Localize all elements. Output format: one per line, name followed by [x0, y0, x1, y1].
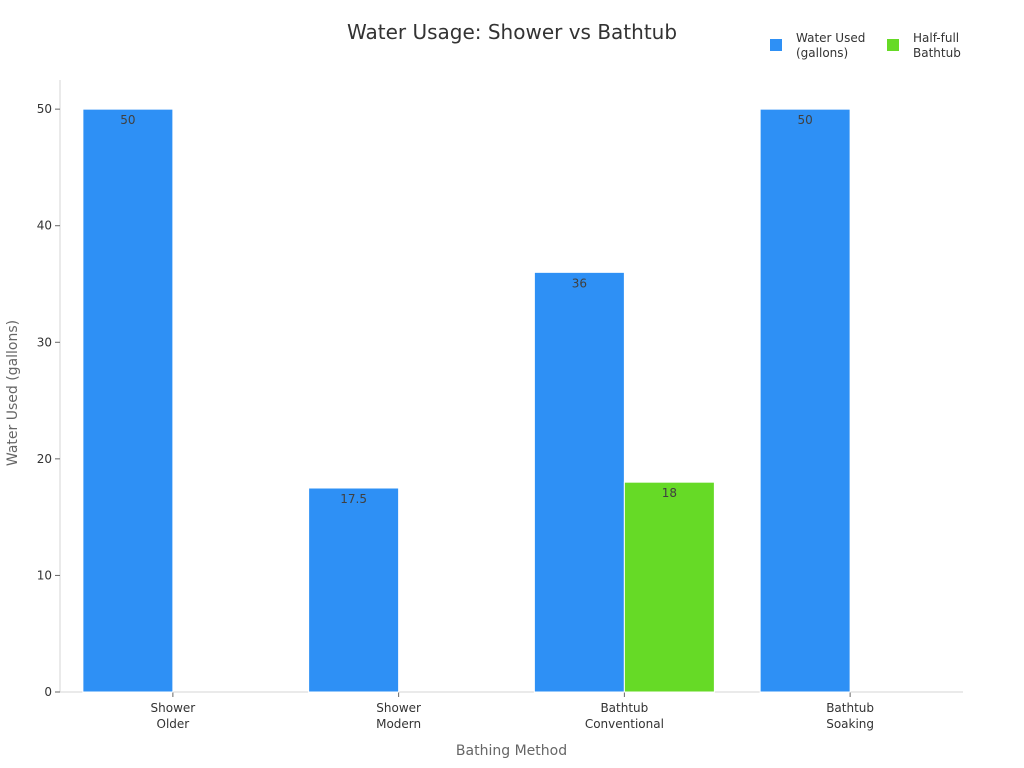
legend-swatch-half-full-bathtub	[887, 39, 899, 51]
y-tick-label: 0	[44, 685, 52, 699]
data-label: 50	[120, 113, 135, 127]
x-tick-label-line: Shower	[376, 701, 421, 715]
legend-swatch-water-used	[770, 39, 782, 51]
y-tick-label: 20	[37, 452, 52, 466]
chart-title: Water Usage: Shower vs Bathtub	[346, 20, 678, 44]
y-tick-label: 50	[37, 102, 52, 116]
x-tick-label-line: Shower	[151, 701, 196, 715]
bar	[82, 108, 174, 693]
data-label: 36	[572, 276, 587, 290]
bar	[759, 108, 851, 693]
data-label: 50	[797, 113, 812, 127]
y-tick-label: 10	[37, 568, 52, 582]
legend-item-half-full-bathtub[interactable]: Half-full Bathtub	[887, 31, 985, 61]
legend-label-water-used: Water Used (gallons)	[796, 31, 866, 60]
legend: Water Used (gallons) Half-full Bathtub	[770, 31, 985, 61]
x-tick-label: Bathtub Conventional	[585, 701, 664, 731]
y-tick-label: 30	[37, 335, 52, 349]
x-tick-label-line: Soaking	[826, 717, 874, 731]
bar	[533, 271, 625, 693]
y-axis-title: Water Used (gallons)	[5, 320, 21, 466]
x-axis-title: Bathing Method	[456, 743, 567, 759]
x-tick-label-line: Conventional	[585, 717, 664, 731]
x-tick-label: Bathtub Soaking	[826, 701, 874, 731]
bar	[623, 481, 715, 693]
legend-item-water-used[interactable]: Water Used (gallons)	[770, 31, 868, 61]
x-tick-label-line: Older	[157, 717, 190, 731]
x-tick-label: Shower Older	[151, 701, 196, 731]
data-label: 17.5	[340, 492, 367, 506]
legend-label-half-full-bathtub: Half-full Bathtub	[913, 31, 961, 60]
x-tick-label-line: Modern	[376, 717, 421, 731]
x-tick-label: Shower Modern	[376, 701, 421, 731]
x-tick-label-line: Bathtub	[826, 701, 874, 715]
data-label: 18	[662, 486, 677, 500]
bar	[308, 487, 400, 693]
y-tick-label: 40	[37, 219, 52, 233]
x-tick-label-line: Bathtub	[600, 701, 648, 715]
